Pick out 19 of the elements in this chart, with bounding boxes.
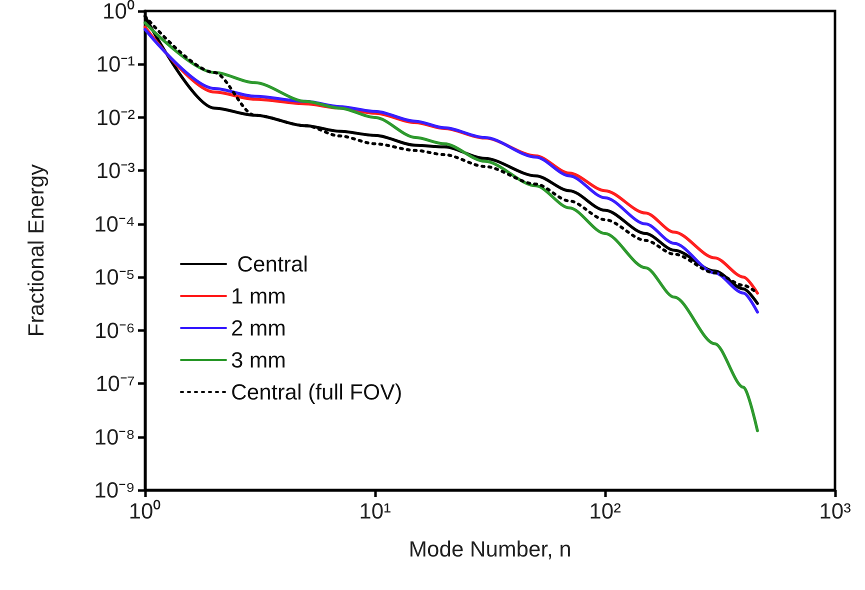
y-tick-label: 10⁻² — [96, 104, 135, 130]
y-tick-label: 10⁻¹ — [96, 52, 135, 77]
legend-label: 1 mm — [231, 284, 286, 308]
y-tick-label: 10⁻⁸ — [94, 424, 135, 450]
y-tick-label: 10⁰ — [102, 0, 135, 24]
legend-label: Central (full FOV) — [231, 380, 402, 404]
y-axis-title: Fractional Energy — [24, 164, 48, 337]
x-tick-label: 10² — [589, 498, 621, 524]
x-tick-label: 10¹ — [359, 498, 391, 524]
legend-label: Central — [231, 252, 308, 276]
y-tick-label: 10⁻⁷ — [96, 371, 136, 396]
legend-label: 3 mm — [231, 348, 286, 372]
y-tick-label: 10⁻⁴ — [94, 211, 135, 236]
legend-label: 2 mm — [231, 316, 286, 340]
y-tick-label: 10⁻⁵ — [94, 264, 135, 290]
x-tick-label: 10³ — [819, 498, 851, 524]
x-axis-title: Mode Number, n — [408, 536, 572, 562]
y-tick-label: 10⁻⁶ — [94, 318, 135, 343]
y-tick-label: 10⁻³ — [96, 158, 135, 184]
